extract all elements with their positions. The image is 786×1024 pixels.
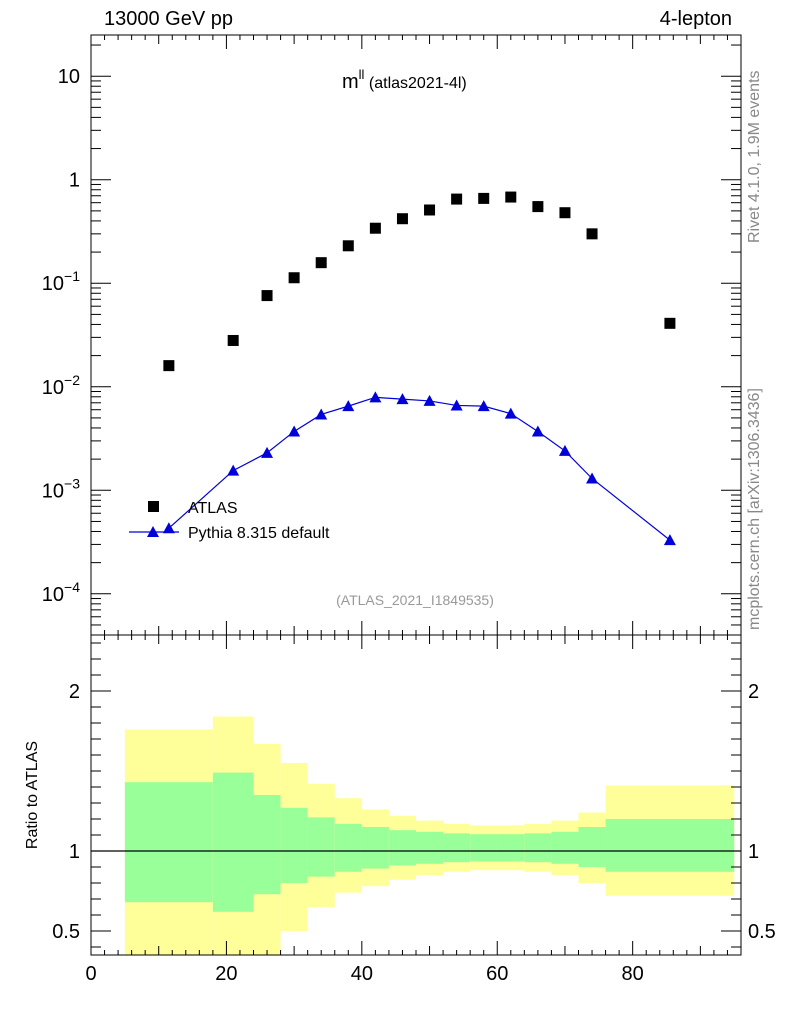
ratio-stat-band [212, 772, 254, 912]
atlas-point [396, 213, 408, 225]
atlas-point [478, 192, 490, 204]
pythia-point [477, 400, 490, 412]
ratio-y-tick-label-right: 1 [748, 841, 759, 863]
header-right: 4-lepton [659, 8, 732, 30]
ratio-y-tick-label-left: 1 [69, 841, 80, 863]
main-plot-frame [90, 34, 742, 636]
ratio-stat-band [280, 807, 308, 883]
atlas-point [288, 272, 300, 284]
x-tick-label: 0 [85, 963, 96, 985]
ratio-stat-band [470, 834, 498, 862]
chart-title: mll (atlas2021-4l) [342, 67, 467, 93]
ratio-stat-band [551, 831, 579, 864]
pythia-point [423, 394, 436, 406]
pythia-point [227, 464, 240, 476]
atlas-point [424, 204, 436, 216]
pythia-point [396, 393, 409, 405]
atlas-point [315, 257, 327, 269]
pythia-point [162, 522, 175, 534]
ratio-stat-band [388, 830, 416, 866]
ratio-y-tick-label-left: 2 [69, 681, 80, 703]
analysis-id-label: (ATLAS_2021_I1849535) [336, 592, 494, 608]
pythia-point [450, 399, 463, 411]
pythia-point [663, 534, 676, 546]
atlas-point [369, 222, 381, 234]
atlas-point [451, 193, 463, 205]
ratio-axis-title: Ratio to ATLAS [24, 741, 41, 849]
ratio-stat-band [497, 834, 525, 862]
x-tick-label: 60 [486, 963, 508, 985]
ratio-y-tick-label-right: 0.5 [748, 921, 776, 943]
header-left: 13000 GeV pp [104, 8, 233, 30]
x-tick-label: 80 [622, 963, 644, 985]
ratio-stat-band [361, 827, 389, 869]
ratio-stat-band [124, 782, 213, 903]
ratio-y-tick-label-right: 2 [748, 681, 759, 703]
pythia-point [369, 391, 382, 403]
ratio-y-tick-label-left: 0.5 [52, 921, 80, 943]
atlas-point [664, 317, 676, 329]
pythia-point [558, 444, 571, 456]
pythia-point [504, 407, 517, 419]
ratio-stat-band [524, 833, 552, 863]
legend-pythia-label: Pythia 8.315 default [188, 525, 330, 542]
ratio-stat-band [443, 833, 471, 863]
atlas-point [342, 240, 354, 252]
pythia-point [315, 408, 328, 420]
y-tick-label: 10−4 [42, 579, 80, 606]
pythia-point [531, 425, 544, 437]
pythia-point [342, 400, 355, 412]
ratio-stat-band [416, 831, 444, 864]
ratio-stat-band [334, 823, 362, 872]
atlas-point [559, 207, 571, 219]
y-tick-label: 10−3 [42, 475, 80, 502]
y-tick-label: 10−1 [42, 268, 80, 295]
ratio-stat-band [307, 817, 335, 877]
legend-atlas-marker [148, 501, 159, 512]
ratio-stat-band [605, 819, 735, 872]
legend-pythia-marker [147, 526, 159, 537]
x-tick-label: 20 [215, 963, 237, 985]
pythia-point [586, 472, 599, 484]
ratio-stat-band [578, 827, 606, 867]
y-tick-label: 10 [58, 66, 80, 88]
atlas-point [505, 191, 517, 203]
y-tick-label: 1 [69, 170, 80, 192]
pythia-point [261, 446, 274, 458]
ratio-stat-band [253, 795, 281, 895]
legend-atlas-label: ATLAS [188, 500, 238, 517]
atlas-point [227, 334, 239, 346]
x-tick-label: 40 [351, 963, 373, 985]
atlas-point [532, 201, 544, 213]
atlas-point [163, 360, 175, 372]
y-tick-label: 10−2 [42, 372, 80, 399]
pythia-point [288, 425, 301, 437]
pythia-line [168, 396, 671, 541]
atlas-point [261, 290, 273, 302]
atlas-point [586, 228, 598, 240]
